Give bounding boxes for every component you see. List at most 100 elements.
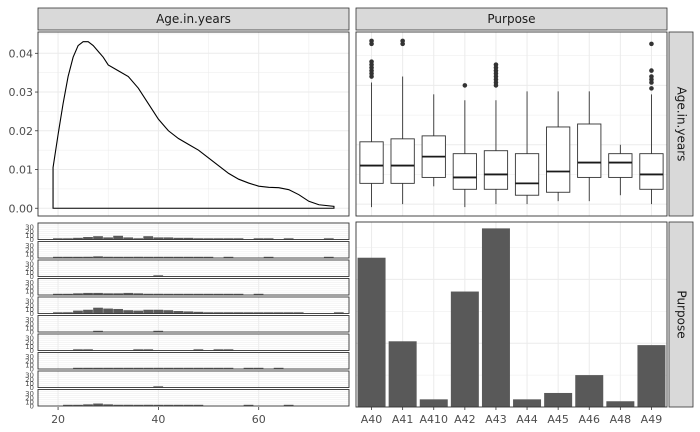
histogram-bar [103,256,113,258]
histogram-bar [63,312,73,314]
histogram-bar [123,310,134,314]
histogram-bar [53,238,63,240]
histogram-bar [273,367,284,369]
density-panel-border [37,31,350,217]
density-curve [52,41,335,209]
histogram-bar [173,237,184,240]
box-body [608,153,633,178]
strip-right-bottom-label: Purpose [675,290,689,338]
histogram-bar [133,256,144,258]
histogram-bar [143,293,154,295]
histogram-bar [143,349,154,351]
histogram-bar [153,309,164,314]
box-outlier [649,86,654,91]
histogram-bar [93,403,103,406]
histogram-row-border [37,278,350,296]
histogram-bar [53,312,63,314]
histogram-bar [153,275,164,277]
histogram-bar [163,293,174,295]
histogram-y-tick-label: 10 [25,398,34,406]
histogram-bar [213,312,224,314]
histogram-bar [193,349,204,351]
bottom-left-x-tick-label: 60 [252,413,266,426]
histogram-y-tick-label: 0 [30,255,34,263]
histogram-bar [103,367,113,369]
box-body [546,126,571,193]
box-body [483,150,509,190]
panel-density [37,31,350,217]
histogram-bar [143,256,154,258]
histogram-bar [323,256,334,258]
histogram-bar [273,312,284,314]
histogram-y-tick-label: 30 [25,353,34,361]
bottom-right-x-tick-label: A41 [392,413,414,426]
bar-A48 [606,401,635,407]
panel-histograms: 0102030010203001020300102030010203001020… [25,222,350,411]
histogram-bar [143,404,154,406]
density-y-tick-label: 0.04 [9,47,34,60]
histogram-y-tick-label: 10 [25,380,34,388]
histogram-row-border [37,389,350,407]
histogram-bar [143,309,154,314]
histogram-bar [223,293,234,295]
bars-panel-border [355,221,668,408]
bar-A410 [419,399,448,407]
histogram-y-tick-label: 0 [30,384,34,392]
histogram-bar [283,404,294,406]
histogram-y-tick-label: 0 [30,273,34,281]
histogram-y-tick-label: 10 [25,306,34,314]
histogram-bar [163,256,174,258]
histogram-y-tick-label: 30 [25,335,34,343]
histogram-bar [163,310,174,314]
bottom-right-x-tick-label: A42 [454,413,476,426]
bottom-left-x-axis: 20 40 60 [51,407,266,426]
histogram-bar [203,312,214,314]
histogram-y-tick-label: 10 [25,361,34,369]
histogram-bar [293,312,304,314]
histogram-bar [83,237,93,240]
histogram-row-border [37,259,350,277]
histogram-y-tick-label: 20 [25,376,34,384]
histogram-bar [63,256,73,258]
box-outlier [369,59,374,64]
histogram-bar [83,367,93,369]
histogram-bar [103,237,113,240]
histogram-bar [233,293,244,295]
box-body [514,153,540,196]
histogram-bar [63,293,73,295]
histogram-y-tick-label: 0 [30,236,34,244]
bar-A46 [575,375,604,407]
histogram-bar [213,349,224,351]
histogram-y-tick-label: 20 [25,320,34,328]
histogram-bar [213,367,224,369]
histogram-bar [243,312,254,314]
histogram-bar [183,367,194,369]
histogram-bar [113,367,123,369]
histogram-bar [113,404,123,406]
histogram-y-tick-label: 20 [25,228,34,236]
histogram-bar [83,349,93,351]
strip-right-bottom: Purpose [668,221,694,408]
histogram-bar [93,330,103,332]
histogram-bar [93,307,103,314]
box-body [639,153,664,190]
panel-bars [355,221,668,408]
boxplot-panel-bg [356,32,667,216]
bar-A45 [544,392,573,407]
density-y-axis: 0.00 0.01 0.02 0.03 0.04 [9,47,38,215]
panel-boxplot [355,31,668,217]
box-outlier [369,38,374,44]
histogram-y-tick-label: 10 [25,250,34,258]
strip-top-right-label: Purpose [487,12,535,26]
histogram-bar [123,237,134,240]
bar-A41 [388,341,417,407]
density-y-tick-label: 0.01 [9,164,34,177]
density-panel-bg [38,32,349,216]
histogram-y-tick-label: 20 [25,265,34,273]
histogram-bar [153,404,164,406]
box-A45 [546,91,571,202]
histogram-y-tick-label: 30 [25,224,34,232]
